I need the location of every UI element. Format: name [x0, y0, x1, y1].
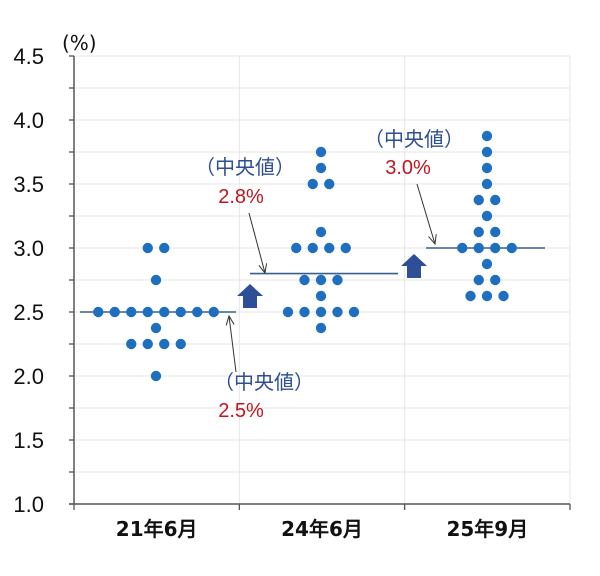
- data-dot: [506, 242, 517, 254]
- median-annotation-value: 3.0%: [385, 157, 431, 179]
- y-axis-tick-labels: 1.0 1.5 2.0 2.5 3.0 3.5 4.0 4.5: [13, 44, 44, 517]
- data-dot: [175, 338, 186, 350]
- median-annotation-label: （中央値）: [214, 370, 314, 394]
- pointer-arrow-line: [248, 212, 266, 274]
- data-dot: [93, 306, 104, 318]
- data-dot: [307, 242, 318, 254]
- data-dot: [473, 194, 484, 206]
- pointer-arrowhead-icon: [258, 263, 268, 275]
- median-annotation-label: （中央値）: [195, 155, 295, 179]
- y-axis-unit-label: (%): [62, 31, 97, 55]
- data-dot: [299, 306, 310, 318]
- data-dot: [332, 306, 343, 318]
- data-dot: [473, 274, 484, 286]
- data-dot: [291, 242, 302, 254]
- data-dot: [142, 338, 153, 350]
- data-dot: [481, 290, 493, 302]
- data-dot: [150, 322, 162, 334]
- data-dot: [159, 242, 170, 254]
- x-category-label: 21年6月: [116, 517, 198, 541]
- pointer-arrow-line: [228, 315, 237, 373]
- data-dot: [175, 306, 186, 318]
- data-dot: [340, 242, 351, 254]
- x-category-label: 24年6月: [281, 517, 363, 541]
- data-dot: [315, 146, 327, 158]
- median-annotations: （中央値） 2.5% （中央値） 2.8% （中央値） 3.0%: [195, 127, 464, 422]
- axes: [69, 55, 571, 510]
- pointer-arrowhead-icon: [428, 234, 437, 246]
- data-dot: [315, 306, 327, 318]
- up-arrow-icon: [401, 254, 427, 278]
- pointer-arrow-line: [416, 183, 436, 245]
- data-dot: [159, 306, 170, 318]
- data-dot: [481, 162, 493, 174]
- data-dot: [315, 162, 327, 174]
- data-dot: [142, 242, 153, 254]
- y-tick-label: 1.5: [13, 428, 44, 453]
- y-tick-label: 2.5: [13, 300, 44, 325]
- data-dot: [473, 242, 484, 254]
- x-axis-category-labels: 21年6月 24年6月 25年9月: [116, 517, 528, 541]
- data-dot: [126, 306, 137, 318]
- y-tick-label: 2.0: [13, 364, 44, 389]
- median-annotation-value: 2.5%: [218, 400, 264, 422]
- data-dot: [473, 226, 484, 238]
- data-dot: [282, 306, 294, 318]
- pointer-arrowhead-icon: [225, 314, 235, 326]
- data-dot: [332, 274, 343, 286]
- data-dot: [490, 226, 501, 238]
- data-dot: [481, 258, 493, 270]
- data-dot: [457, 242, 468, 254]
- data-dot: [315, 226, 327, 238]
- data-dot: [315, 290, 327, 302]
- data-dot: [324, 178, 335, 190]
- median-annotation-value: 2.8%: [218, 186, 264, 208]
- data-dot: [465, 290, 476, 302]
- data-dot: [481, 130, 493, 142]
- x-category-label: 25年9月: [446, 517, 528, 541]
- data-dot: [490, 274, 501, 286]
- y-tick-label: 3.5: [13, 172, 44, 197]
- data-dot: [208, 306, 219, 318]
- y-tick-label: 4.5: [13, 44, 44, 69]
- data-dots: [93, 130, 517, 382]
- data-dot: [150, 370, 162, 382]
- data-dot: [315, 322, 327, 334]
- data-dot: [159, 338, 170, 350]
- data-dot: [490, 242, 501, 254]
- median-annotation-label: （中央値）: [364, 127, 464, 151]
- up-arrow-icons: [237, 254, 427, 308]
- y-tick-label: 4.0: [13, 108, 44, 133]
- data-dot: [324, 242, 335, 254]
- up-arrow-icon: [237, 284, 263, 308]
- data-dot: [299, 274, 310, 286]
- data-dot: [498, 290, 509, 302]
- data-dot: [481, 178, 493, 190]
- data-dot: [348, 306, 360, 318]
- data-dot: [481, 146, 493, 158]
- y-tick-label: 1.0: [13, 492, 44, 517]
- data-dot: [481, 210, 493, 222]
- data-dot: [109, 306, 120, 318]
- data-dot: [126, 338, 137, 350]
- data-dot: [142, 306, 153, 318]
- data-dot: [192, 306, 203, 318]
- data-dot: [490, 194, 501, 206]
- data-dot: [315, 274, 327, 286]
- data-dot: [307, 178, 318, 190]
- y-tick-label: 3.0: [13, 236, 44, 261]
- data-dot: [150, 274, 162, 286]
